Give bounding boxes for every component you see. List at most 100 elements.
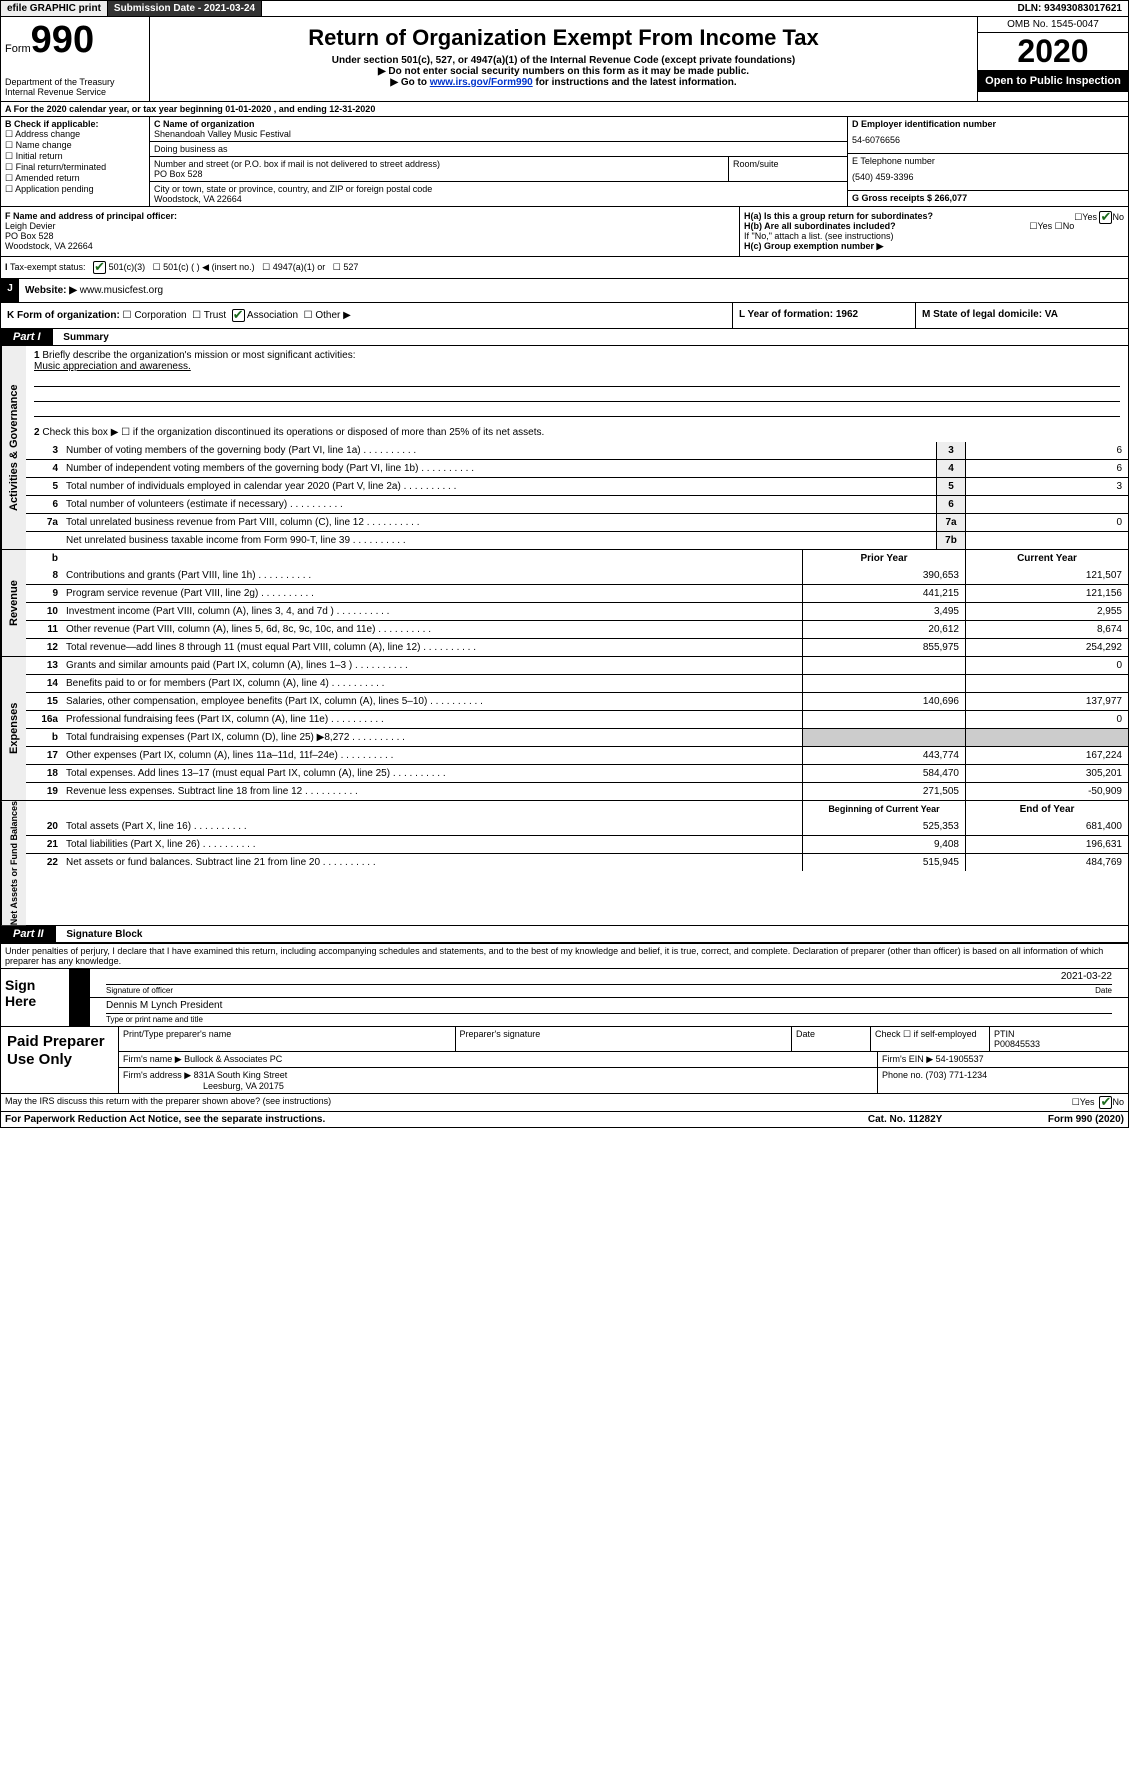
top-bar: efile GRAPHIC print Submission Date - 20… [0,0,1129,17]
begin-year-head: Beginning of Current Year [802,801,965,818]
website-label: Website: ▶ [25,285,77,296]
tax-year: 2020 [978,33,1128,71]
gov-line: Net unrelated business taxable income fr… [26,531,1128,549]
print-name-caption: Type or print name and title [106,1015,1112,1024]
street-label: Number and street (or P.O. box if mail i… [154,159,724,169]
officer-street: PO Box 528 [5,231,54,241]
q2-label: Check this box ▶ ☐ if the organization d… [42,427,544,438]
ha-no-checkbox[interactable] [1099,211,1112,224]
sidetab-netassets: Net Assets or Fund Balances [1,801,26,925]
cb-amended-return[interactable]: ☐ Amended return [5,173,145,184]
revenue-line: 9 Program service revenue (Part VIII, li… [26,584,1128,602]
officer-city: Woodstock, VA 22664 [5,241,93,251]
efile-btn[interactable]: efile GRAPHIC print [1,1,108,16]
gov-line: 7a Total unrelated business revenue from… [26,513,1128,531]
part2-badge: Part II [1,926,56,942]
part1-badge: Part I [1,329,53,345]
ein-label: D Employer identification number [852,119,1124,129]
cb-association[interactable] [232,309,245,322]
part-2: Part II Signature Block [0,926,1129,944]
revenue-line: 12 Total revenue—add lines 8 through 11 … [26,638,1128,656]
cb-address-change[interactable]: ☐ Address change [5,129,145,140]
form-prefix: Form [5,43,31,55]
dln: DLN: 93493083017621 [1011,1,1128,16]
korg-label: K Form of organization: [7,310,120,321]
gov-line: 5 Total number of individuals employed i… [26,477,1128,495]
hb-label: H(b) Are all subordinates included? [744,221,896,231]
officer-label: F Name and address of principal officer: [5,211,177,221]
paid-label: Paid Preparer Use Only [1,1027,119,1093]
sig-officer-caption: Signature of officer [106,986,1095,995]
netassets-line: 21 Total liabilities (Part X, line 26) 9… [26,835,1128,853]
ha-label: H(a) Is this a group return for subordin… [744,211,933,221]
discuss-no-checkbox[interactable] [1099,1096,1112,1109]
year-formation: L Year of formation: 1962 [732,303,915,328]
revenue-line: 11 Other revenue (Part VIII, column (A),… [26,620,1128,638]
suite-label: Room/suite [728,157,847,181]
expense-line: 13 Grants and similar amounts paid (Part… [26,657,1128,674]
header-note2-suffix: for instructions and the latest informat… [533,77,737,88]
current-year-head: Current Year [965,550,1128,567]
cb-application-pending[interactable]: ☐ Application pending [5,184,145,195]
street-value: PO Box 528 [154,169,724,179]
dept-label: Department of the Treasury [5,77,145,87]
row-f-h: F Name and address of principal officer:… [0,207,1129,257]
submission-label: Submission Date - 2021-03-24 [108,1,262,16]
expense-line: 16a Professional fundraising fees (Part … [26,710,1128,728]
org-name-label: C Name of organization [154,119,843,129]
end-year-head: End of Year [965,801,1128,818]
gov-line: 4 Number of independent voting members o… [26,459,1128,477]
prep-sig-head: Preparer's signature [456,1027,793,1051]
cb-final-return[interactable]: ☐ Final return/terminated [5,162,145,173]
section-identity: B Check if applicable: ☐ Address change … [0,117,1129,207]
mission-text: Music appreciation and awareness. [34,361,191,372]
perjury-text: Under penalties of perjury, I declare th… [0,944,1129,969]
netassets-line: 20 Total assets (Part X, line 16) 525,35… [26,818,1128,835]
paid-preparer-block: Paid Preparer Use Only Print/Type prepar… [0,1027,1129,1094]
header-note1: ▶ Do not enter social security numbers o… [154,66,973,77]
cb-name-change[interactable]: ☐ Name change [5,140,145,151]
arrow-icon [70,998,90,1026]
form-header: Form990 Department of the Treasury Inter… [0,17,1129,102]
q1-label: Briefly describe the organization's miss… [42,350,355,361]
row-i: I Tax-exempt status: 501(c)(3) ☐ 501(c) … [0,257,1129,279]
part-1: Part I Summary Activities & Governance 1… [0,329,1129,926]
cb-initial-return[interactable]: ☐ Initial return [5,151,145,162]
expense-line: b Total fundraising expenses (Part IX, c… [26,728,1128,746]
header-subtitle: Under section 501(c), 527, or 4947(a)(1)… [154,55,973,66]
revenue-line: 10 Investment income (Part VIII, column … [26,602,1128,620]
gov-line: 3 Number of voting members of the govern… [26,442,1128,459]
org-name: Shenandoah Valley Music Festival [154,129,843,139]
part1-title: Summary [55,330,117,345]
sign-date: 2021-03-22 [1061,971,1112,982]
state-domicile: M State of legal domicile: VA [915,303,1128,328]
header-note2-prefix: ▶ Go to [390,77,429,88]
cat-no: Cat. No. 11282Y [868,1114,1048,1125]
expense-line: 14 Benefits paid to or for members (Part… [26,674,1128,692]
taxexempt-label: Tax-exempt status: [10,262,86,272]
sidetab-expenses: Expenses [1,657,26,800]
open-public-badge: Open to Public Inspection [978,71,1128,92]
revenue-line: 8 Contributions and grants (Part VIII, l… [26,567,1128,584]
city-label: City or town, state or province, country… [154,184,843,194]
ptin-value: P00845533 [994,1039,1040,1049]
discuss-label: May the IRS discuss this return with the… [5,1096,1072,1109]
irs-link[interactable]: www.irs.gov/Form990 [430,77,533,88]
officer-print-name: Dennis M Lynch President [106,1000,1112,1014]
sig-date-caption: Date [1095,986,1112,995]
sign-here-block: Sign Here 2021-03-22 Signature of office… [0,969,1129,1027]
firm-ein: Firm's EIN ▶ 54-1905537 [878,1052,1128,1067]
website-value: www.musicfest.org [77,285,163,296]
city-value: Woodstock, VA 22664 [154,194,843,204]
ein-value: 54-6076656 [852,129,1124,151]
form-number: 990 [31,19,94,61]
prior-year-head: Prior Year [802,550,965,567]
firm-name: Bullock & Associates PC [184,1054,282,1064]
cb-501c3[interactable] [93,261,106,274]
sign-here-label: Sign Here [1,969,70,1026]
hc-label: H(c) Group exemption number ▶ [744,241,883,251]
row-k: K Form of organization: ☐ Corporation ☐ … [0,303,1129,329]
form-footer-id: Form 990 (2020) [1048,1114,1124,1125]
irs-label: Internal Revenue Service [5,87,145,97]
row-a: A For the 2020 calendar year, or tax yea… [0,102,1129,117]
